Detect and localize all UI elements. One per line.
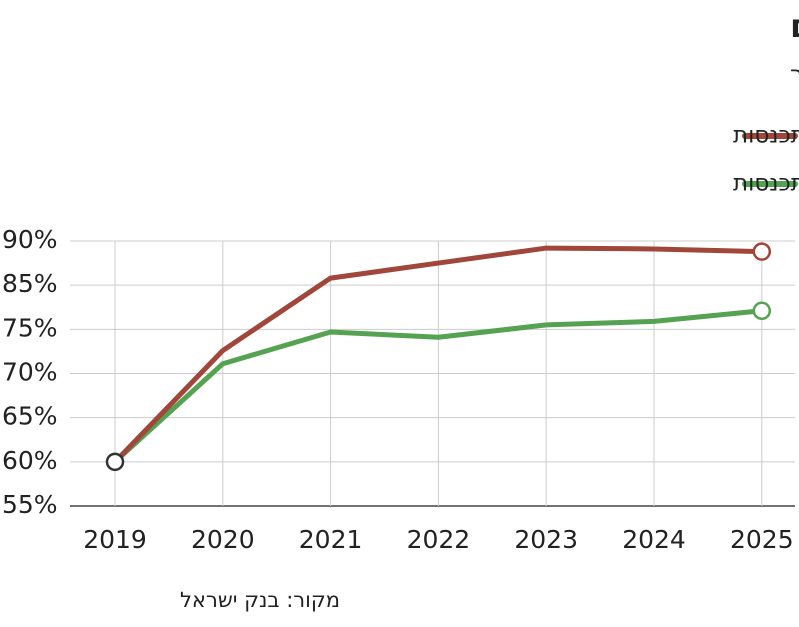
start-marker <box>105 452 125 472</box>
source: מקור: בנק ישראל <box>180 588 340 612</box>
y-tick-label: 75% <box>2 313 58 342</box>
chart-subtitle: תחזית היחס חוב-תוצר <box>790 60 799 89</box>
end-marker <box>752 242 772 261</box>
y-tick-label: 90% <box>2 225 58 254</box>
x-tick-label: 2024 <box>622 525 686 554</box>
x-tick-label: 2022 <box>407 525 471 554</box>
y-tick-label: 70% <box>2 358 58 387</box>
x-tick-label: 2025 <box>730 525 794 554</box>
y-tick-label: 60% <box>2 446 58 475</box>
y-tick-label: 65% <box>2 402 58 431</box>
chart-title: כל התרחישים גרועים <box>790 7 799 45</box>
x-tick-label: 2020 <box>191 525 255 554</box>
y-tick-label: 85% <box>2 269 58 298</box>
series-line <box>113 308 763 464</box>
x-tick-label: 2019 <box>83 525 147 554</box>
legend-label: תרחיש שליטה נמוכה, ללא צעדי התכנסות <box>733 123 799 149</box>
series-line <box>113 245 762 464</box>
end-marker <box>752 301 772 321</box>
y-tick-label: 55% <box>2 490 58 519</box>
legend-label: תרחיש שליטה, ללא צעדי התכנסות <box>733 171 799 197</box>
x-tick-label: 2021 <box>299 525 363 554</box>
x-tick-label: 2023 <box>514 525 578 554</box>
